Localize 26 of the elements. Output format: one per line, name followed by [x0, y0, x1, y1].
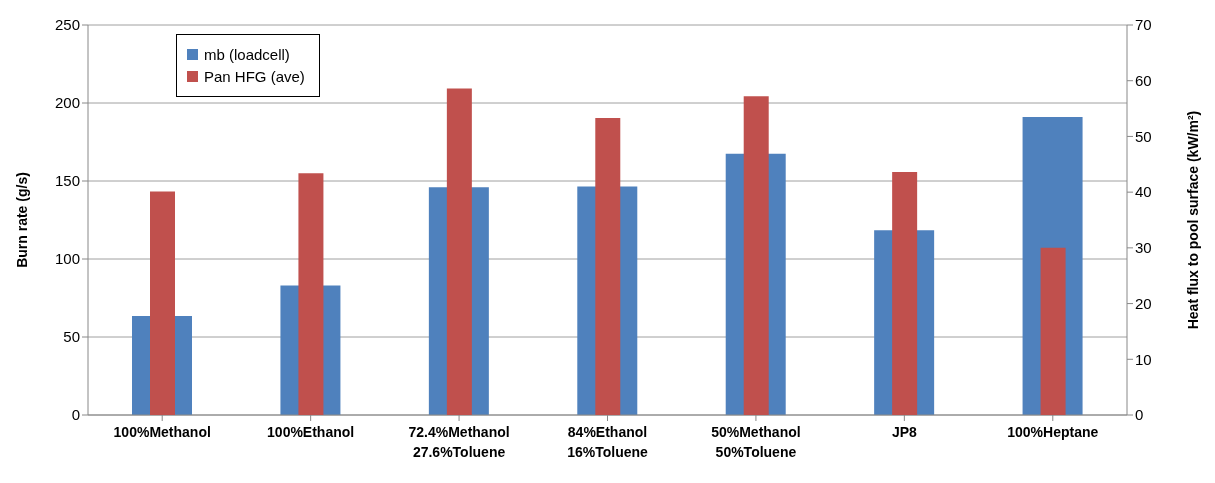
bar: [1040, 247, 1066, 415]
y-tick-label: 0: [71, 406, 80, 424]
y-tick-label: 50: [63, 328, 80, 346]
x-tick-label: 84%Ethanol 16%Toluene: [567, 424, 649, 460]
x-tick-label: 100%Methanol: [113, 424, 211, 440]
legend-label: mb (loadcell): [204, 46, 290, 63]
x-tick-label: 72.4%Methanol 27.6%Toluene: [408, 424, 510, 460]
y-axis-title: Burn rate (g/s): [13, 172, 30, 268]
legend-label: Pan HFG (ave): [204, 68, 305, 85]
y2-tick-label: 40: [1135, 183, 1152, 201]
y2-tick-label: 10: [1135, 350, 1152, 368]
x-tick-label: 100%Heptane: [1007, 424, 1099, 440]
x-tick-label: 50%Methanol 50%Toluene: [711, 424, 801, 460]
y2-tick-label: 30: [1135, 239, 1152, 257]
y2-tick-label: 20: [1135, 294, 1152, 312]
x-tick-label: JP8: [891, 424, 918, 440]
y2-tick-label: 70: [1135, 16, 1152, 34]
x-tick-label: 100%Ethanol: [267, 424, 355, 440]
y-tick-label: 100: [54, 250, 80, 268]
y2-axis-title: Heat flux to pool surface (kW/m²): [1184, 110, 1201, 330]
y2-tick-label: 50: [1135, 127, 1152, 145]
y-tick-label: 250: [54, 16, 80, 34]
y-tick-label: 150: [54, 172, 80, 190]
y2-tick-label: 0: [1135, 406, 1144, 424]
y-tick-label: 200: [54, 94, 80, 112]
y2-tick-label: 60: [1135, 72, 1152, 90]
